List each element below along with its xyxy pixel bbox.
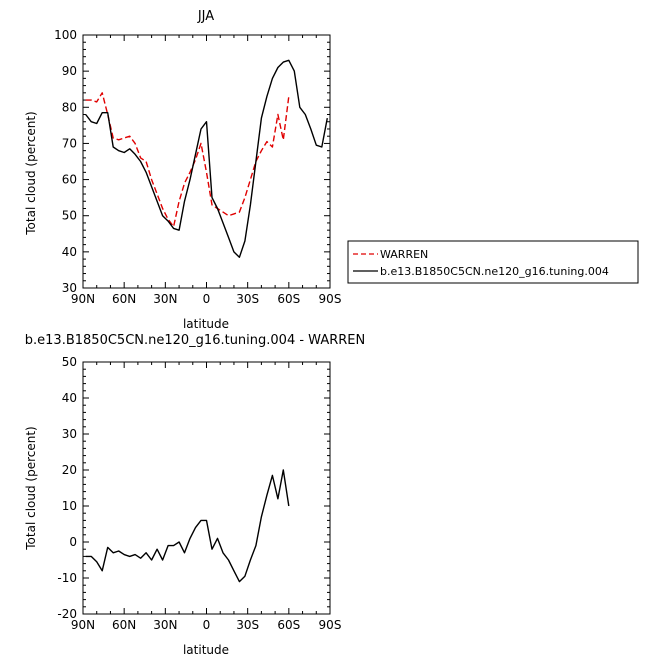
- top-x-tick-label: 60N: [112, 292, 136, 306]
- legend-box: [347, 240, 639, 284]
- top-plot-frame: [82, 34, 331, 289]
- bottom-y-tick-label: -20: [57, 607, 77, 621]
- top-x-tick-label: 60S: [277, 292, 300, 306]
- top-y-tick-label: 90: [62, 64, 77, 78]
- legend: WARREN b.e13.B1850C5CN.ne120_g16.tuning.…: [347, 240, 639, 284]
- top-x-tick-label: 30S: [236, 292, 259, 306]
- top-series-line-model: [85, 59, 328, 258]
- bottom-y-tick-label: 20: [62, 463, 77, 477]
- bottom-y-tick-label: -10: [57, 571, 77, 585]
- top-chart-title: JJA: [197, 9, 214, 24]
- top-y-tick-label: 60: [62, 173, 77, 187]
- top-x-tick-label: 90N: [71, 292, 95, 306]
- top-y-axis-title: Total cloud (percent): [24, 111, 38, 235]
- top-y-tick-label: 80: [62, 100, 77, 114]
- bottom-x-axis-title: latitude: [183, 643, 229, 657]
- top-x-tick-label: 30N: [153, 292, 177, 306]
- bottom-series-line-difference: [85, 469, 290, 583]
- bottom-y-tick-label: 30: [62, 427, 77, 441]
- bottom-y-tick-label: 10: [62, 499, 77, 513]
- top-panel: JJA latitude Total cloud (percent) 90N 60…: [24, 9, 341, 331]
- bottom-y-axis-title: Total cloud (percent): [24, 426, 38, 550]
- top-x-tick-label: 0: [203, 292, 211, 306]
- top-x-axis-title: latitude: [183, 317, 229, 331]
- top-y-tick-label: 100: [54, 28, 77, 42]
- bottom-x-tick-label: 90N: [71, 618, 95, 632]
- bottom-x-tick-label: 60S: [277, 618, 300, 632]
- top-y-tick-label: 70: [62, 136, 77, 150]
- bottom-chart-title: b.e13.B1850C5CN.ne120_g16.tuning.004 - W…: [25, 333, 365, 348]
- bottom-x-tick-label: 60N: [112, 618, 136, 632]
- bottom-y-tick-label: 0: [69, 535, 77, 549]
- top-y-tick-label: 50: [62, 209, 77, 223]
- bottom-x-tick-label: 30S: [236, 618, 259, 632]
- top-y-tick-label: 40: [62, 245, 77, 259]
- legend-label-model: b.e13.B1850C5CN.ne120_g16.tuning.004: [380, 265, 609, 278]
- bottom-y-tick-label: 50: [62, 355, 77, 369]
- top-x-tick-label: 90S: [319, 292, 342, 306]
- bottom-plot-frame: [82, 361, 331, 615]
- top-y-tick-label: 30: [62, 281, 77, 295]
- bottom-panel: b.e13.B1850C5CN.ne120_g16.tuning.004 - W…: [24, 333, 365, 657]
- bottom-x-tick-label: 30N: [153, 618, 177, 632]
- top-series-line-warren: [85, 92, 290, 228]
- legend-label-warren: WARREN: [380, 248, 428, 261]
- bottom-x-tick-label: 0: [203, 618, 211, 632]
- bottom-y-tick-label: 40: [62, 391, 77, 405]
- bottom-x-tick-label: 90S: [319, 618, 342, 632]
